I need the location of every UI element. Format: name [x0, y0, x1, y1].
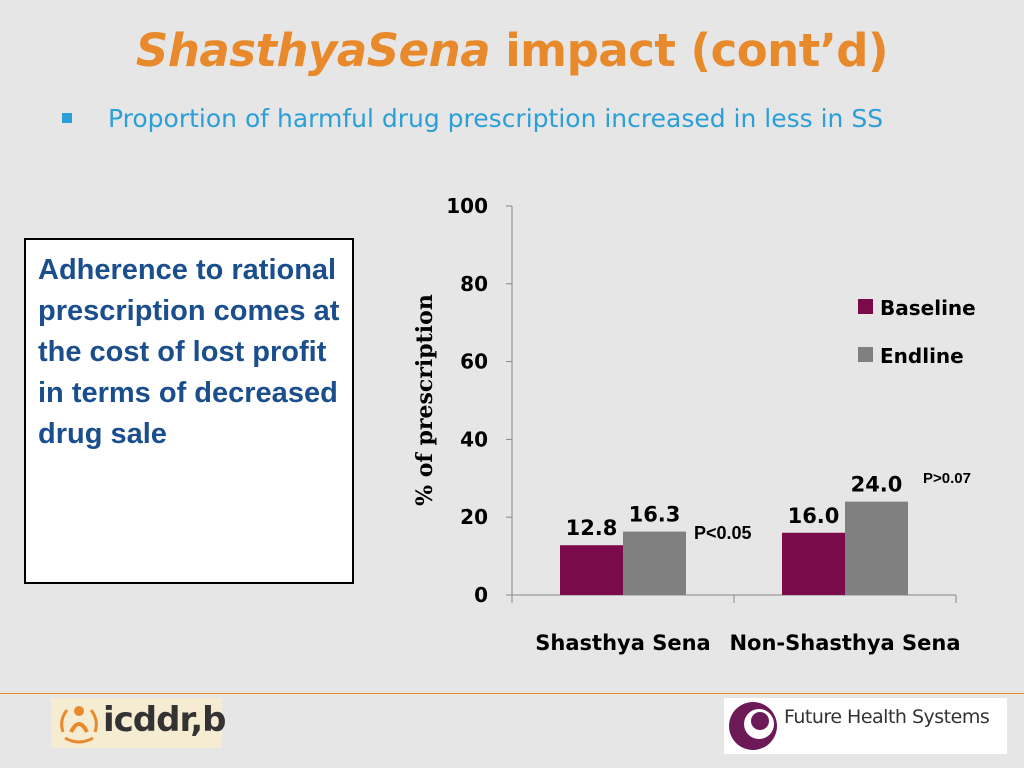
legend-swatch-endline: [858, 347, 873, 362]
bullet-point: Proportion of harmful drug prescription …: [62, 104, 883, 133]
y-tick-label: 0: [474, 583, 488, 607]
y-tick-label: 20: [460, 505, 488, 529]
annotation-p-nss: P>0.07: [923, 470, 971, 487]
data-label: 24.0: [851, 473, 903, 497]
slide-title: ShasthyaSena impact (cont’d): [0, 24, 1024, 77]
category-label: Non-Shasthya Sena: [729, 631, 960, 655]
y-axis-label: % of prescription: [412, 294, 438, 506]
icddrb-emblem-icon: [60, 706, 98, 744]
legend-label-baseline: Baseline: [880, 296, 976, 320]
fhs-logo-text: Future Health Systems: [784, 706, 990, 728]
legend-label-endline: Endline: [880, 344, 964, 368]
data-label: 16.0: [788, 504, 840, 528]
y-tick-label: 40: [460, 427, 488, 451]
bullet-text: Proportion of harmful drug prescription …: [108, 104, 884, 133]
y-tick-label: 80: [460, 272, 488, 296]
bar-endline-1: [845, 501, 908, 595]
bar-endline-0: [623, 531, 686, 595]
icddrb-logo-text: icddr,b: [103, 700, 227, 740]
y-tick-label: 60: [460, 350, 488, 374]
fhs-logo: Future Health Systems: [724, 698, 1007, 754]
fhs-emblem-icon: [729, 702, 777, 750]
title-italic: ShasthyaSena: [135, 24, 491, 77]
bullet-square-icon: [62, 113, 72, 123]
note-text: Adherence to rational prescription comes…: [38, 254, 340, 450]
note-box: Adherence to rational prescription comes…: [24, 238, 354, 584]
annotation-p-ss: P<0.05: [694, 523, 752, 543]
bar-baseline-0: [560, 545, 623, 595]
title-rest: impact (cont’d): [490, 24, 889, 77]
icddrb-logo: icddr,b: [51, 698, 227, 748]
bar-baseline-1: [782, 532, 845, 595]
y-tick-label: 100: [446, 194, 488, 218]
category-label: Shasthya Sena: [535, 631, 710, 655]
data-label: 12.8: [566, 516, 618, 540]
footer-divider: [0, 693, 1024, 694]
data-label: 16.3: [629, 503, 681, 527]
legend-swatch-baseline: [858, 299, 873, 314]
